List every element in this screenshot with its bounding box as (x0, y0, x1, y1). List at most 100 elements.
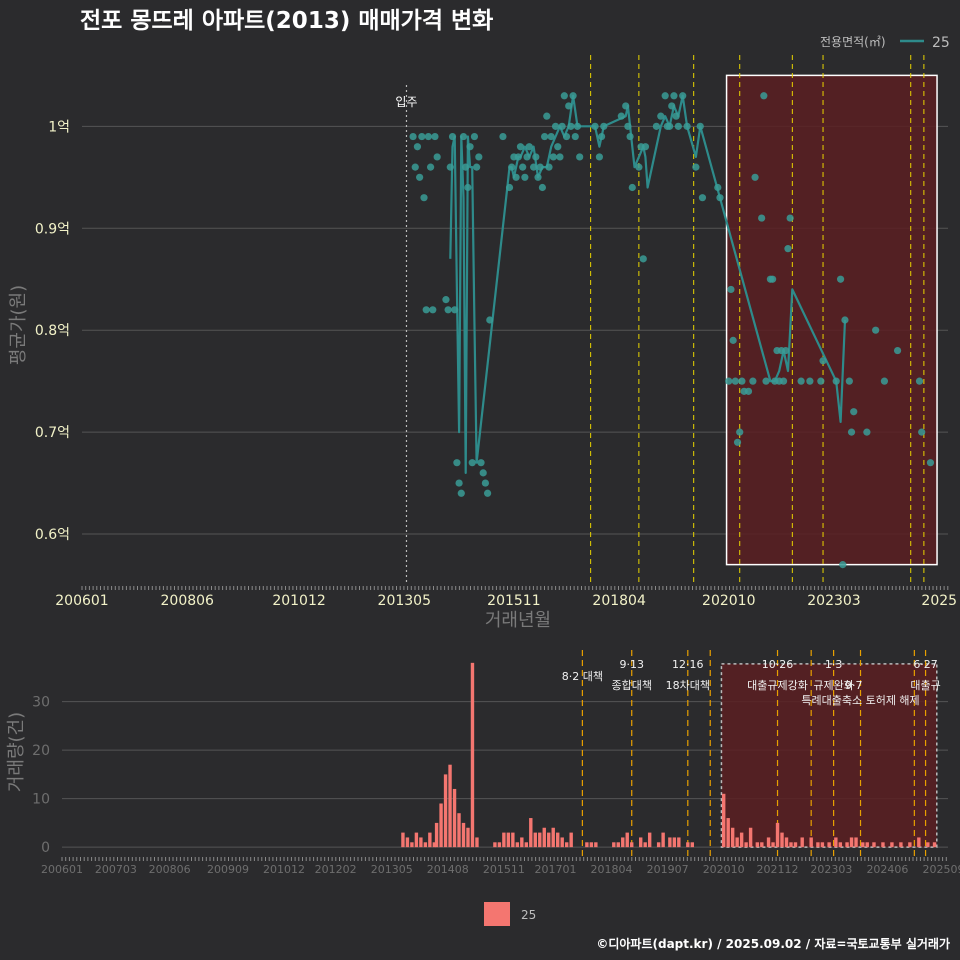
volume-bar (551, 827, 555, 848)
top-y-tick-label: 0.9억 (35, 221, 70, 237)
volume-bar (493, 842, 497, 848)
price-point (784, 245, 792, 253)
legend-bar-swatch (484, 902, 510, 926)
price-point (668, 102, 676, 110)
volume-bar (533, 832, 537, 848)
price-point (674, 122, 682, 130)
volume-bar (457, 813, 461, 848)
legend-top: 전용면적(㎡) 25 (820, 35, 950, 51)
price-point (727, 285, 735, 294)
bottom-x-tick-label: 201012 (263, 863, 305, 876)
price-point (444, 306, 452, 314)
volume-bar (470, 662, 475, 848)
price-point (736, 428, 744, 436)
price-point (661, 92, 669, 100)
price-point (486, 316, 494, 324)
volume-bar (809, 837, 813, 848)
legend-bar-label: 25 (521, 908, 536, 922)
bottom-x-tick-label: 202406 (866, 863, 908, 876)
policy-annotation-label: 규제완화 (813, 679, 853, 692)
top-y-tick-label: 1억 (48, 119, 70, 135)
volume-bar (845, 842, 849, 848)
price-point (836, 275, 845, 283)
volume-bar (432, 842, 437, 848)
volume-bar (585, 842, 589, 848)
price-point (733, 438, 742, 446)
price-point (880, 377, 889, 385)
price-point (760, 92, 768, 100)
price-point (591, 122, 599, 130)
volume-bar (800, 837, 804, 848)
top-series-line (449, 94, 847, 474)
bottom-minor-ticks (61, 857, 947, 861)
bottom-highlight-rect (720, 663, 938, 848)
price-point (470, 132, 479, 141)
price-point (786, 214, 794, 222)
bottom-x-tick-label: 202303 (810, 863, 852, 876)
policy-annotation-date: 1·3 (825, 658, 843, 671)
volume-bar (775, 822, 780, 848)
price-point (692, 163, 700, 171)
volume-bar (861, 842, 865, 848)
price-point (551, 122, 560, 130)
price-point (547, 132, 555, 141)
volume-bar (849, 837, 854, 848)
volume-bar (515, 842, 520, 848)
bottom-y-axis-title: 거래량(건) (6, 712, 27, 792)
price-point (466, 143, 474, 151)
price-point (744, 387, 753, 395)
volume-bar (401, 832, 405, 848)
price-point (779, 377, 788, 385)
price-point (595, 153, 604, 161)
price-point (567, 122, 575, 130)
price-point (416, 173, 424, 181)
volume-bar (524, 842, 529, 848)
volume-bar (784, 837, 789, 848)
price-point (863, 428, 871, 436)
price-point (483, 489, 492, 497)
price-point (429, 306, 437, 314)
policy-annotation-date: 10·26 (762, 658, 794, 671)
top-policy-lines (405, 55, 925, 585)
price-point (556, 153, 564, 161)
volume-bar (497, 842, 502, 848)
price-point (714, 183, 722, 192)
price-point (731, 377, 739, 385)
price-point (565, 102, 573, 110)
volume-bar (771, 842, 775, 848)
price-point (451, 306, 459, 314)
volume-bar (677, 837, 681, 848)
volume-bar (690, 842, 694, 848)
volume-bar (529, 818, 533, 848)
volume-bar (834, 837, 838, 848)
legend-label: 25 (932, 35, 950, 51)
top-x-tick-label: 201511 (487, 593, 540, 609)
volume-bar (926, 842, 930, 848)
price-point (519, 163, 527, 171)
price-point (850, 408, 858, 416)
price-point (516, 143, 525, 151)
price-point (424, 132, 432, 141)
price-point (872, 326, 880, 334)
policy-annotation-label: 특례대출축소 토허제 해제 (801, 693, 919, 707)
bottom-x-tick-label: 201701 (534, 863, 576, 876)
volume-bar (748, 827, 753, 848)
volume-bar (686, 842, 690, 848)
volume-bar (735, 837, 739, 848)
price-point (534, 173, 542, 181)
volume-bar (439, 803, 443, 848)
price-point (679, 92, 687, 100)
volume-bar (908, 842, 912, 848)
price-point (670, 92, 678, 100)
volume-bar (766, 837, 771, 848)
top-x-tick-label: 2025 (921, 593, 957, 609)
price-point (532, 153, 540, 161)
volume-bar (630, 842, 634, 848)
price-point (738, 377, 746, 385)
volume-bar (589, 842, 594, 848)
top-y-tick-label: 0.6억 (35, 527, 70, 543)
top-highlight-region (725, 74, 938, 566)
volume-bar (838, 842, 843, 848)
top-x-tick-label: 202303 (807, 593, 860, 609)
price-point (782, 346, 790, 355)
